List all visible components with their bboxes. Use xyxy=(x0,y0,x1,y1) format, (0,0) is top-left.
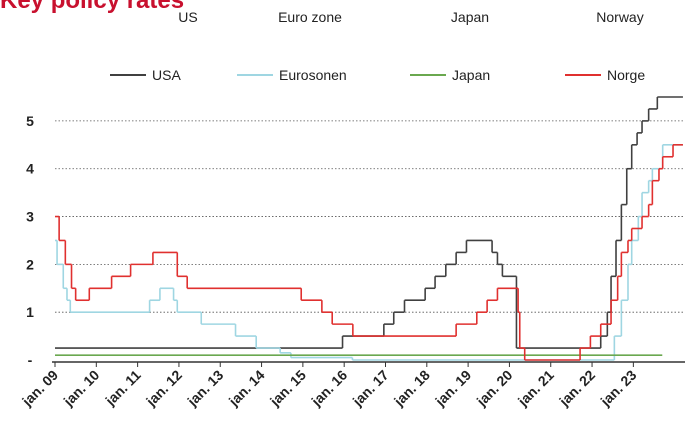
legend-label: Eurosonen xyxy=(279,67,347,83)
legend-label: Japan xyxy=(452,67,490,83)
y-tick-label: 1 xyxy=(26,304,34,320)
x-tick-label: jan. 11 xyxy=(101,367,143,409)
x-tick-label: jan. 14 xyxy=(225,367,268,410)
y-tick-label: 5 xyxy=(26,113,34,129)
x-tick-label: jan. 18 xyxy=(390,367,433,410)
chart-title: Key policy rates xyxy=(0,0,184,14)
x-tick-label: jan. 19 xyxy=(431,367,474,410)
panel-label: Norway xyxy=(596,9,643,25)
y-tick-label: 2 xyxy=(26,256,34,272)
x-tick-label: jan. 10 xyxy=(60,367,103,410)
panel-label: US xyxy=(178,9,197,25)
x-tick-label: jan. 09 xyxy=(18,367,61,410)
legend-label: Norge xyxy=(607,67,645,83)
x-tick-label: jan. 20 xyxy=(473,367,516,410)
x-tick-label: jan. 15 xyxy=(266,367,309,410)
x-tick-label: jan. 22 xyxy=(555,367,598,410)
panel-label: Japan xyxy=(451,9,489,25)
y-tick-label: - xyxy=(28,352,33,368)
x-tick-label: jan. 21 xyxy=(514,367,557,410)
y-tick-label: 4 xyxy=(26,161,34,177)
x-tick-label: jan. 23 xyxy=(597,367,640,410)
y-tick-label: 3 xyxy=(26,209,34,225)
panel-label: Euro zone xyxy=(278,9,342,25)
x-tick-label: jan. 17 xyxy=(349,367,392,410)
legend-label: USA xyxy=(152,67,181,83)
x-tick-label: jan. 13 xyxy=(184,367,227,410)
x-tick-label: jan. 16 xyxy=(307,367,350,410)
x-tick-label: jan. 12 xyxy=(142,367,185,410)
